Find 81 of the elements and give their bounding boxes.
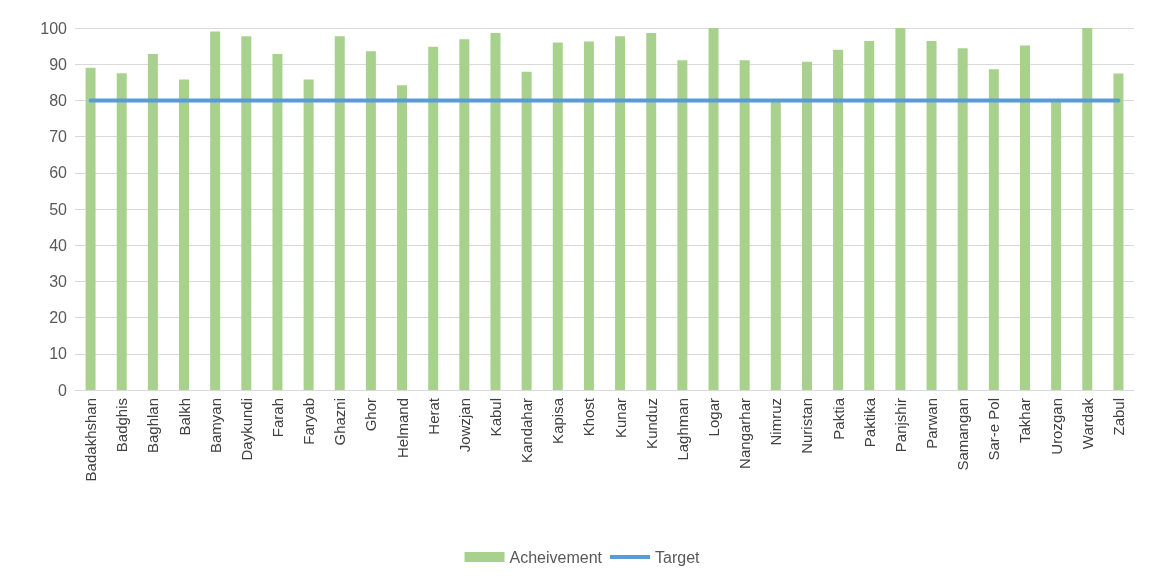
y-tick-label: 70: [49, 128, 68, 146]
x-tick-label: Nimruz: [767, 398, 785, 446]
bar: [708, 28, 719, 390]
x-tick-label: Nangarhar: [736, 398, 754, 469]
y-tick-label: 60: [49, 164, 68, 182]
y-tick-label: 20: [49, 309, 68, 327]
bar: [895, 28, 906, 390]
x-tick-label: Bamyan: [206, 398, 224, 454]
x-tick-label: Laghman: [673, 398, 691, 461]
x-tick-label: Kandahar: [518, 398, 536, 464]
x-tick-label: Panjshir: [891, 398, 909, 453]
legend-label: Target: [655, 548, 701, 566]
bar: [677, 60, 688, 390]
x-tick-label: Paktika: [860, 397, 878, 448]
bar: [365, 51, 376, 390]
y-tick-label: 80: [49, 91, 68, 109]
y-tick-label: 0: [58, 381, 68, 399]
y-tick-label: 100: [40, 19, 68, 37]
x-tick-label: Takhar: [1016, 398, 1034, 444]
bar: [397, 85, 408, 390]
x-tick-label: Urozgan: [1047, 398, 1065, 455]
bar: [988, 69, 999, 390]
x-tick-label: Kunar: [611, 398, 629, 439]
bar: [552, 42, 563, 390]
x-tick-label: Ghor: [362, 398, 380, 432]
bar: [957, 48, 968, 390]
bar: [1051, 100, 1062, 390]
x-tick-label: Balkh: [175, 398, 193, 436]
x-tick-label: Badakhshan: [82, 398, 100, 482]
bar: [303, 79, 314, 390]
x-tick-label: Zabul: [1109, 398, 1127, 436]
bar: [334, 36, 345, 390]
y-tick-label: 30: [49, 272, 68, 290]
x-tick-label: Kunduz: [642, 398, 660, 449]
bar: [147, 54, 158, 390]
x-tick-label: Samangan: [954, 398, 972, 471]
bar: [739, 60, 750, 390]
x-tick-label: Herat: [424, 397, 442, 435]
bar: [1082, 28, 1093, 390]
bar: [615, 36, 626, 390]
bar: [864, 41, 875, 390]
bar: [1019, 45, 1030, 390]
bar: [926, 41, 937, 390]
x-tick-label: Khost: [580, 397, 598, 437]
bar: [116, 73, 127, 390]
x-tick-label: Kabul: [486, 398, 504, 437]
y-tick-label: 50: [49, 200, 68, 218]
bar: [85, 67, 96, 390]
y-tick-label: 90: [49, 55, 68, 73]
bar: [801, 61, 812, 390]
x-tick-label: Logar: [705, 398, 723, 437]
legend-label: Acheivement: [509, 548, 603, 566]
bar: [646, 33, 657, 390]
x-tick-label: Wardak: [1078, 397, 1096, 450]
x-tick-label: Paktia: [829, 397, 847, 440]
bar: [1113, 73, 1124, 390]
bar: [833, 49, 844, 390]
x-tick-label: Parwan: [923, 398, 941, 449]
y-tick-label: 40: [49, 236, 68, 254]
x-tick-label: Farah: [268, 398, 286, 438]
x-tick-label: Nuristan: [798, 398, 816, 454]
x-tick-label: Badghis: [113, 398, 131, 453]
bar: [241, 36, 252, 390]
x-tick-label: Sar-e Pol: [985, 398, 1003, 461]
x-tick-label: Helmand: [393, 398, 411, 459]
y-tick-label: 10: [49, 345, 68, 363]
bar: [770, 100, 781, 390]
x-tick-label: Jowzjan: [455, 398, 473, 453]
bar: [583, 41, 594, 390]
bar: [490, 33, 501, 390]
x-tick-label: Ghazni: [331, 398, 349, 446]
bar: [210, 31, 221, 390]
bar: [521, 71, 532, 390]
x-tick-label: Kapisa: [549, 397, 567, 444]
bar: [428, 46, 439, 390]
x-tick-label: Daykundi: [237, 398, 255, 461]
bar: [179, 79, 190, 390]
bar: [459, 39, 470, 390]
x-tick-label: Faryab: [300, 398, 318, 445]
x-tick-label: Baghlan: [144, 398, 162, 454]
bar: [272, 54, 283, 390]
